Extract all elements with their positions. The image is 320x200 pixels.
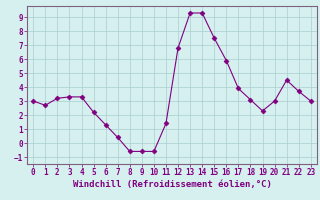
X-axis label: Windchill (Refroidissement éolien,°C): Windchill (Refroidissement éolien,°C) (73, 180, 271, 189)
